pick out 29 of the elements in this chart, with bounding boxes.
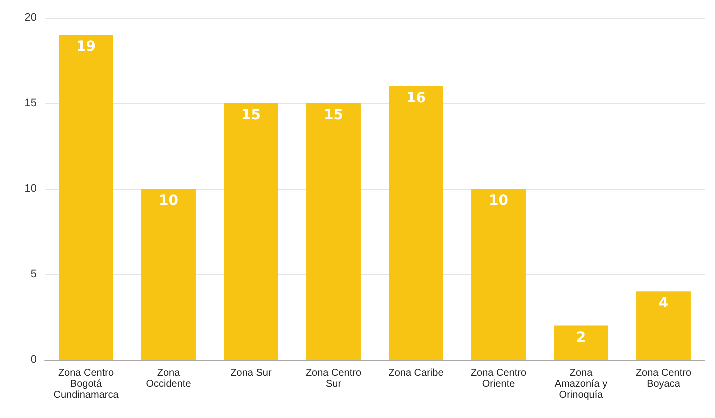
bar <box>472 189 526 360</box>
bar <box>142 189 196 360</box>
x-tick-label: Zona Sur <box>230 368 272 379</box>
x-tick-label: Zona Centro Boyaca <box>636 368 692 390</box>
data-label: 15 <box>242 108 261 124</box>
data-label: 19 <box>76 39 96 56</box>
bar <box>389 86 444 360</box>
y-tick-label: 20 <box>24 12 37 24</box>
bar <box>306 104 361 360</box>
y-tick-label: 15 <box>24 98 37 110</box>
x-tick-label: Zona Centro Sur <box>306 368 362 390</box>
x-tick-label: Zona Centro Oriente <box>470 368 527 390</box>
data-label: 16 <box>406 90 426 106</box>
data-label: 10 <box>489 193 509 209</box>
bar <box>636 292 691 360</box>
bar <box>59 35 114 360</box>
bar <box>554 326 608 360</box>
data-label: 4 <box>658 296 669 312</box>
data-label: 10 <box>159 193 179 209</box>
data-label: 15 <box>324 108 344 124</box>
x-tick-label: Zona Amazonía y Orinoquía <box>554 368 608 401</box>
bar <box>224 104 278 360</box>
y-tick-label: 5 <box>30 268 37 280</box>
y-tick-label: 0 <box>30 354 37 366</box>
x-tick-label: Zona Centro Bogotá Cundinamarca <box>54 368 120 401</box>
x-tick-label: Zona Occidente <box>146 368 192 390</box>
y-tick-label: 10 <box>24 183 37 195</box>
x-tick-label: Zona Caribe <box>388 368 444 379</box>
data-label: 2 <box>576 330 586 346</box>
